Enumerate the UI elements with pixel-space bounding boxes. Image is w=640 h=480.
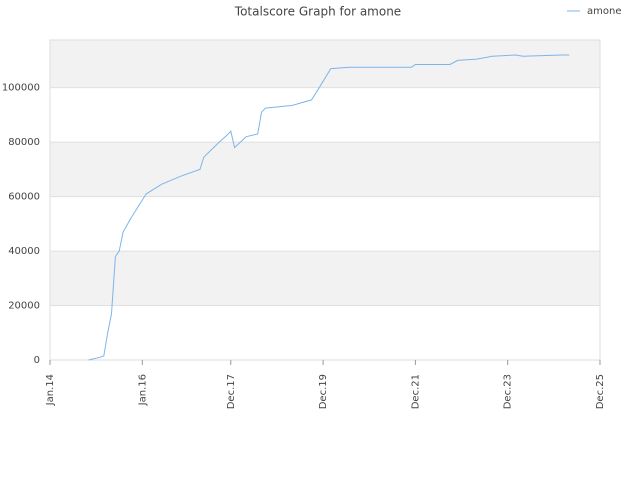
x-tick-label: Dec.23: [503, 374, 514, 409]
y-tick-label: 0: [34, 355, 40, 366]
grid-band: [50, 305, 600, 360]
x-tick-label: Dec.21: [410, 374, 421, 409]
y-tick-label: 60000: [8, 192, 40, 203]
grid-band: [50, 196, 600, 252]
chart-title: Totalscore Graph for amone: [234, 5, 401, 19]
x-tick-label: Jan.14: [45, 374, 56, 406]
x-tick-label: Dec.17: [226, 374, 237, 409]
y-tick-label: 20000: [8, 301, 40, 312]
x-tick-label: Dec.25: [595, 374, 606, 409]
grid-band: [50, 142, 600, 197]
y-tick-label: 100000: [2, 83, 40, 94]
plot-border: [49, 39, 601, 361]
line: [88, 54, 570, 361]
x-tick-label: Dec.19: [318, 374, 329, 409]
x-tick-label: Jan.16: [137, 374, 148, 406]
legend-label: amone: [587, 6, 621, 17]
y-tick-label: 40000: [8, 246, 40, 257]
grid-band: [50, 251, 600, 306]
grid-band: [50, 87, 600, 143]
grid-band: [50, 40, 600, 88]
y-tick-label: 80000: [8, 137, 40, 148]
